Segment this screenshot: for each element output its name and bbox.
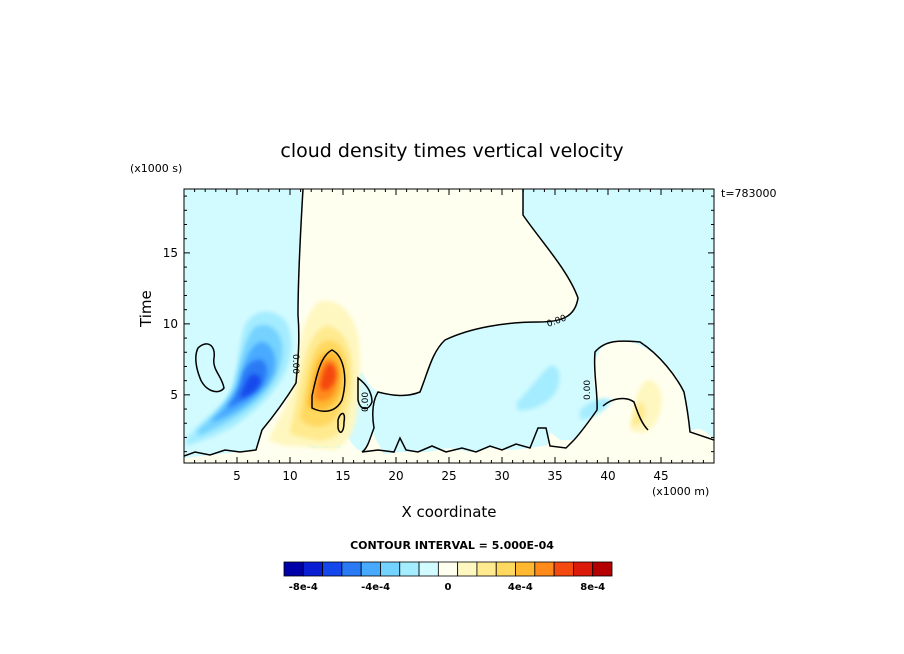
colorbar-swatch bbox=[553, 561, 574, 577]
colorbar-tick-label: 4e-4 bbox=[508, 582, 533, 593]
x-tick-label: 25 bbox=[441, 469, 456, 483]
colorbar-tick-label: -8e-4 bbox=[289, 582, 318, 593]
zero-contour-upper bbox=[361, 189, 579, 453]
x-tick-label: 35 bbox=[547, 469, 562, 483]
colorbar-swatch bbox=[457, 561, 478, 577]
colorbar-tick-label: 8e-4 bbox=[580, 582, 605, 593]
time-stamp: t=783000 bbox=[721, 187, 777, 200]
y-axis-unit: (x1000 s) bbox=[130, 162, 183, 175]
x-tick-label: 5 bbox=[233, 469, 241, 483]
negative-level-4 bbox=[240, 374, 261, 398]
colorbar-tick-labels: -8e-4 -4e-4 0 4e-4 8e-4 bbox=[289, 582, 605, 593]
colorbar-swatch bbox=[437, 561, 459, 577]
contour-interval-text: CONTOUR INTERVAL = 5.000E-04 bbox=[350, 539, 554, 552]
colorbar-swatch bbox=[283, 561, 304, 577]
zero-contour-spike-2 bbox=[357, 376, 373, 410]
zero-contour-spike-1 bbox=[337, 412, 346, 434]
colorbar-tick-label: 0 bbox=[445, 582, 452, 593]
colorbar-swatch bbox=[573, 561, 594, 577]
colorbar-swatch bbox=[322, 561, 343, 577]
x-tick-label: 40 bbox=[600, 469, 615, 483]
positive-level-6 bbox=[320, 363, 336, 391]
colorbar-swatch bbox=[592, 561, 613, 577]
colorbar-swatch bbox=[515, 561, 536, 577]
colorbar-swatch bbox=[418, 561, 439, 577]
colorbar-swatch bbox=[399, 561, 420, 577]
zero-contour-bottom bbox=[361, 427, 575, 453]
contour-label-4: 0.00 bbox=[583, 380, 593, 400]
colorbar-swatch bbox=[495, 561, 516, 577]
colorbar bbox=[283, 561, 613, 577]
heatmap-field bbox=[184, 189, 714, 463]
chart-title: cloud density times vertical velocity bbox=[280, 140, 624, 162]
colorbar-swatch bbox=[380, 561, 401, 577]
colorbar-swatch bbox=[360, 561, 381, 577]
colorbar-swatch bbox=[341, 561, 362, 577]
colorbar-swatch bbox=[302, 561, 323, 577]
zero-contour-main bbox=[184, 189, 304, 457]
negative-patch-mid bbox=[517, 365, 560, 411]
y-tick-label: 15 bbox=[163, 246, 178, 260]
x-axis-label: X coordinate bbox=[401, 503, 497, 521]
x-axis-unit: (x1000 m) bbox=[652, 485, 710, 498]
x-tick-label: 30 bbox=[494, 469, 509, 483]
y-tick-label: 10 bbox=[163, 317, 178, 331]
zero-contour-lobe bbox=[573, 340, 714, 441]
negative-patch-right bbox=[580, 398, 612, 420]
zero-contour-lobe-inner bbox=[602, 397, 649, 431]
zero-contour-island bbox=[195, 343, 225, 393]
y-tick-label: 5 bbox=[170, 388, 178, 402]
x-tick-label: 20 bbox=[388, 469, 403, 483]
colorbar-swatch bbox=[534, 561, 555, 577]
colorbar-swatch bbox=[476, 561, 497, 577]
contour-label-2: 0.00 bbox=[361, 392, 371, 412]
x-tick-label: 45 bbox=[653, 469, 668, 483]
x-tick-label: 10 bbox=[282, 469, 297, 483]
cream-lobe bbox=[574, 340, 714, 463]
x-tick-label: 15 bbox=[335, 469, 350, 483]
y-axis-ticks: 5 10 15 bbox=[163, 195, 714, 453]
contour-label-1: 0.00 bbox=[290, 354, 300, 374]
zero-contour-core-left bbox=[311, 349, 346, 413]
colorbar-tick-label: -4e-4 bbox=[361, 582, 390, 593]
x-axis-ticks: 5 10 15 20 25 30 35 40 45 bbox=[194, 189, 704, 483]
zero-contours bbox=[184, 189, 714, 457]
